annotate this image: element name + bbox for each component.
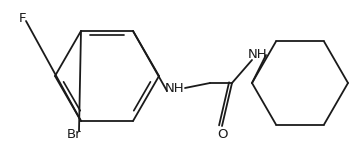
Text: F: F <box>18 12 26 24</box>
Text: Br: Br <box>67 128 81 140</box>
Text: O: O <box>217 128 227 140</box>
Text: NH: NH <box>165 81 185 95</box>
Text: NH: NH <box>248 48 268 62</box>
